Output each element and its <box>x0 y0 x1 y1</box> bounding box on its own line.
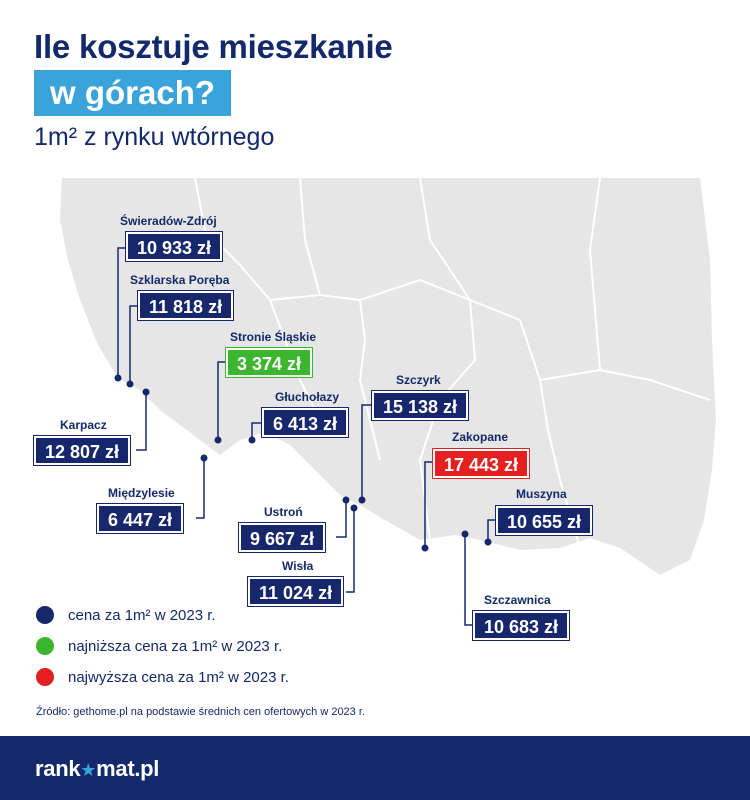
city-label-wisla: Wisła <box>282 559 314 573</box>
city-label-muszyna: Muszyna <box>516 487 567 501</box>
price-badge-karpacz: 12 807 zł <box>32 435 132 466</box>
source-note: Źródło: gethome.pl na podstawie średnich… <box>36 706 365 718</box>
price-badge-stronie-slaskie: 3 374 zł <box>224 347 314 378</box>
price-badge-glucholazy: 6 413 zł <box>260 407 350 438</box>
map-region <box>60 178 716 575</box>
page-title-highlight: w górach? <box>34 70 232 116</box>
location-markers <box>114 374 492 552</box>
legend: cena za 1m² w 2023 r. najniższa cena za … <box>36 600 289 693</box>
brand-logo[interactable]: rank★mat.pl <box>35 756 159 782</box>
price-badge-szklarska-poreba: 11 818 zł <box>136 290 235 321</box>
legend-label: cena za 1m² w 2023 r. <box>68 606 216 624</box>
price-badge-muszyna: 10 655 zł <box>494 505 594 536</box>
price-badge-szczawnica: 10 683 zł <box>471 610 571 641</box>
logo-text-part1: rank <box>35 756 81 781</box>
price-badge-szczyrk: 15 138 zł <box>370 390 470 421</box>
legend-label: najniższa cena za 1m² w 2023 r. <box>68 637 283 655</box>
legend-item-lowest: najniższa cena za 1m² w 2023 r. <box>36 631 289 661</box>
city-label-stronie-slaskie: Stronie Śląskie <box>230 330 317 344</box>
city-label-zakopane: Zakopane <box>452 430 509 444</box>
city-label-szklarska-poreba: Szklarska Poręba <box>130 273 230 287</box>
city-label-karpacz: Karpacz <box>60 418 107 432</box>
city-label-miedzylesie: Międzylesie <box>108 486 175 500</box>
price-badge-zakopane: 17 443 zł <box>431 448 531 479</box>
price-badge-wisla: 11 024 zł <box>246 576 345 607</box>
city-label-szczawnica: Szczawnica <box>484 593 551 607</box>
page-subtitle: 1m² z rynku wtórnego <box>34 123 275 151</box>
legend-dot-navy <box>36 606 54 624</box>
connector-lines <box>117 247 496 626</box>
city-label-szczyrk: Szczyrk <box>396 373 441 387</box>
region-borders <box>194 177 711 549</box>
city-label-ustron: Ustroń <box>264 505 303 519</box>
legend-item-highest: najwyższa cena za 1m² w 2023 r. <box>36 662 289 692</box>
city-label-glucholazy: Głuchołazy <box>275 390 340 404</box>
legend-label: najwyższa cena za 1m² w 2023 r. <box>68 668 289 686</box>
star-icon: ★ <box>80 760 97 780</box>
logo-text-part2: mat.pl <box>96 756 160 781</box>
legend-dot-green <box>36 637 54 655</box>
price-badge-ustron: 9 667 zł <box>237 522 327 553</box>
legend-item-price: cena za 1m² w 2023 r. <box>36 600 289 630</box>
city-label-swieradow-zdroj: Świeradów-Zdrój <box>120 214 217 228</box>
price-badge-swieradow-zdroj: 10 933 zł <box>124 231 224 262</box>
price-badge-miedzylesie: 6 447 zł <box>95 503 185 534</box>
legend-dot-red <box>36 668 54 686</box>
footer-bar: rank★mat.pl <box>0 736 750 800</box>
page-title: Ile kosztuje mieszkanie <box>34 28 393 65</box>
